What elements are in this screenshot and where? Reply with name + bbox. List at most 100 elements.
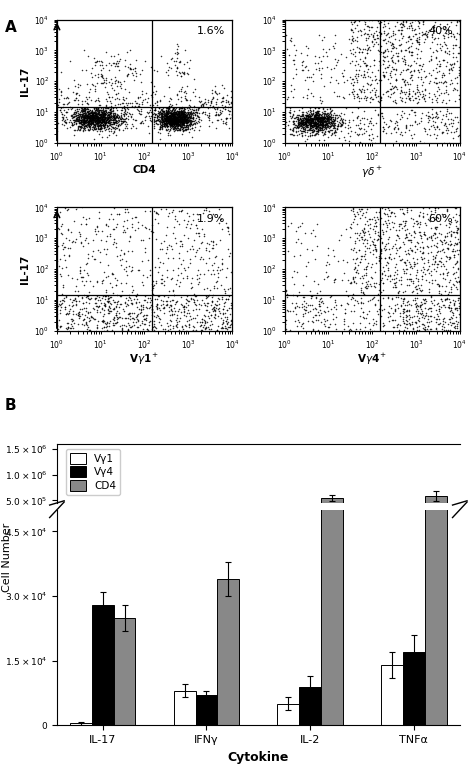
Point xyxy=(383,219,391,232)
Point xyxy=(308,115,315,128)
Point xyxy=(172,106,180,119)
Point xyxy=(65,324,73,337)
Point xyxy=(184,119,192,131)
Point xyxy=(214,271,222,283)
Point xyxy=(452,225,460,238)
Point xyxy=(363,243,371,255)
Point xyxy=(72,298,80,310)
Point xyxy=(291,39,298,51)
Point xyxy=(294,221,301,233)
Point xyxy=(392,64,400,76)
Point xyxy=(368,136,375,149)
Point xyxy=(175,112,182,125)
Point xyxy=(209,100,217,112)
Point xyxy=(174,261,182,274)
Point xyxy=(179,113,186,126)
Point xyxy=(402,247,410,260)
Point xyxy=(377,46,385,58)
Point xyxy=(93,113,100,126)
Point xyxy=(173,109,181,122)
Point xyxy=(99,109,107,122)
Point xyxy=(310,119,317,131)
Point xyxy=(70,108,77,120)
Point xyxy=(150,115,157,128)
Point xyxy=(218,99,226,112)
Point xyxy=(100,113,107,126)
Point xyxy=(173,98,180,110)
Point xyxy=(145,107,152,119)
Point xyxy=(449,39,456,51)
Point xyxy=(79,297,87,310)
Point xyxy=(110,119,118,131)
Point xyxy=(72,109,80,122)
Point xyxy=(304,115,311,127)
Point xyxy=(167,298,174,310)
Point xyxy=(72,109,79,122)
Point xyxy=(170,118,177,130)
Point xyxy=(178,101,186,113)
Point xyxy=(166,124,174,136)
Point xyxy=(341,117,348,129)
Point xyxy=(84,115,91,128)
Point xyxy=(367,78,374,90)
Point xyxy=(355,244,363,257)
Point xyxy=(82,112,89,124)
Point xyxy=(166,109,173,122)
Point xyxy=(181,102,189,115)
Point xyxy=(113,305,121,317)
Point xyxy=(86,114,94,126)
Point xyxy=(173,88,181,101)
Point xyxy=(218,79,226,91)
Point xyxy=(374,308,382,321)
Point xyxy=(194,115,201,127)
Point xyxy=(96,123,104,136)
Point xyxy=(289,289,297,302)
Point xyxy=(124,103,132,115)
Point xyxy=(183,112,191,125)
Point xyxy=(433,51,440,64)
Point xyxy=(162,119,169,131)
Point xyxy=(342,223,350,236)
Point xyxy=(311,101,319,114)
Point xyxy=(182,114,190,126)
Point xyxy=(66,101,74,113)
Point xyxy=(124,324,132,337)
Point xyxy=(72,108,79,120)
Point xyxy=(182,114,190,126)
Point xyxy=(97,64,105,76)
Point xyxy=(367,122,375,135)
Point xyxy=(176,114,184,126)
Point xyxy=(200,283,207,296)
Point xyxy=(169,122,177,135)
Point xyxy=(405,22,413,34)
Point xyxy=(193,273,201,285)
Point xyxy=(346,44,354,56)
Point xyxy=(426,276,433,289)
Point xyxy=(96,119,104,131)
Point xyxy=(177,108,185,121)
Point xyxy=(387,205,395,218)
Point xyxy=(209,317,216,330)
Point xyxy=(318,114,326,126)
Point xyxy=(164,107,172,119)
Point xyxy=(304,119,311,132)
Point xyxy=(64,103,72,115)
Point xyxy=(428,103,435,115)
Point xyxy=(72,280,80,292)
Point xyxy=(318,97,325,109)
Point xyxy=(354,69,362,82)
Point xyxy=(298,64,306,76)
Point xyxy=(398,95,405,108)
Point xyxy=(372,244,380,257)
Point xyxy=(298,116,306,129)
Point xyxy=(164,252,172,264)
Point xyxy=(182,123,190,136)
Point xyxy=(164,107,171,119)
Point xyxy=(305,117,312,129)
Point xyxy=(168,109,176,122)
Point xyxy=(118,312,126,324)
Point xyxy=(328,117,335,129)
Point xyxy=(155,312,163,324)
Point xyxy=(102,108,109,120)
Point xyxy=(442,60,449,73)
